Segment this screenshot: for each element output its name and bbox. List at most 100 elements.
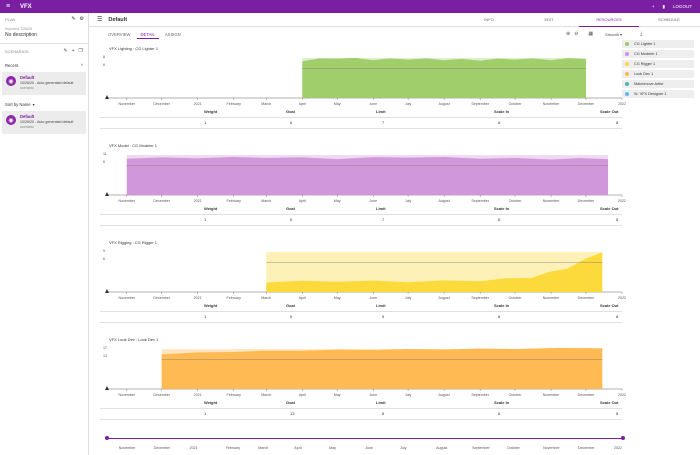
x-tick-label: 2021 (194, 102, 202, 106)
x-tick-label: May (334, 296, 341, 300)
stats-header: Limit (376, 303, 386, 308)
series-area (302, 57, 586, 98)
stats-value[interactable]: 8 (616, 411, 619, 416)
view-tab-detail[interactable]: DETAIL (136, 31, 159, 39)
scenario-card[interactable]: ◉ Default 10/26/20 - Auto generated defa… (2, 111, 86, 134)
timeline-tick-label: November (118, 446, 136, 450)
stats-value[interactable]: 5 (382, 314, 385, 319)
smooth-select[interactable]: Smooth ▾ (605, 31, 623, 37)
x-tick-label: December (153, 393, 170, 397)
scenario-card[interactable]: ◉ Default 10/26/20 - Auto generated defa… (2, 72, 86, 95)
x-tick-label: December (153, 102, 170, 106)
stats-value[interactable]: 8 (498, 411, 501, 416)
x-tick-label: 2021 (194, 296, 202, 300)
legend-item[interactable]: Look Dev 1 (622, 70, 694, 78)
stats-value[interactable]: 8 (382, 411, 385, 416)
edit-scenario-icon[interactable]: ✎ (63, 48, 68, 54)
chart-plot: 9 6 November December 2021 February March April… (103, 249, 626, 300)
scenario-title: Default (108, 16, 128, 23)
stats-value[interactable]: 8 (616, 120, 619, 125)
resource-chart: VFX Model : CG Modeler 1 11 6 November Decem… (100, 143, 626, 233)
zoom-out-icon[interactable]: ⊖ (574, 31, 579, 37)
copy-icon[interactable]: ❐ (78, 48, 83, 54)
x-tick-label: 2022 (618, 393, 626, 397)
stats-header: Scale In (494, 109, 510, 114)
legend-item[interactable]: CG Rigger 1 (622, 60, 694, 68)
view-tab-overview[interactable]: OVERVIEW (108, 32, 131, 37)
stats-value: 1 (204, 120, 207, 125)
stats-value[interactable]: 7 (382, 120, 385, 125)
stats-value[interactable]: 8 (616, 217, 619, 222)
plan-sidebar: PLAN ✎ ⚙ Imported 7/26/20 No description… (0, 13, 89, 455)
download-icon[interactable]: ⤓ (640, 31, 643, 37)
stats-value[interactable]: 8 (616, 314, 619, 319)
axis-origin-marker (105, 95, 109, 99)
stats-value[interactable]: 5 (290, 314, 293, 319)
zoom-in-icon[interactable]: ⊕ (566, 31, 571, 37)
x-tick-label: June (369, 199, 377, 203)
range-start-handle[interactable] (105, 436, 109, 440)
x-tick-label: March (261, 102, 271, 106)
stats-value[interactable]: 6 (290, 217, 293, 222)
x-tick-label: October (509, 102, 523, 106)
sort-label: Sort by Name (5, 102, 31, 107)
stats-divider (100, 117, 622, 118)
x-tick-label: December (153, 296, 170, 300)
smooth-label: Smooth (605, 31, 619, 37)
chart-title: VFX Model : CG Modeler 1 (109, 143, 158, 148)
add-scenario-icon[interactable]: + (71, 48, 75, 54)
scenario-name: Default (20, 75, 35, 80)
x-tick-label: July (405, 296, 412, 300)
scenario-header: ☰ Default INFO EDIT RESOURCES SCHEDULE (89, 13, 700, 27)
view-tab-assign[interactable]: ASSIGN (164, 32, 181, 37)
scenario-sub: scenario (20, 86, 34, 90)
x-tick-label: September (471, 102, 489, 106)
settings-icon[interactable]: ⚙ (79, 16, 84, 22)
x-tick-label: December (578, 296, 595, 300)
range-end-handle[interactable] (621, 436, 625, 440)
legend-item[interactable]: Sr. VFX Designer 1 (622, 90, 694, 98)
stats-value[interactable]: 13 (290, 411, 295, 416)
stats-header: Limit (376, 109, 386, 114)
x-tick-label: December (578, 393, 595, 397)
legend-item[interactable]: Matchmove Artist (622, 80, 694, 88)
edit-icon[interactable]: ✎ (71, 16, 76, 22)
x-tick-label: October (509, 296, 523, 300)
add-icon[interactable]: + (651, 4, 655, 9)
stats-value[interactable]: 8 (498, 314, 501, 319)
chevron-up-icon[interactable]: ^ (81, 63, 83, 68)
legend-item[interactable]: CG Lighter 1 (622, 40, 694, 48)
tab-resources[interactable]: RESOURCES (579, 13, 639, 27)
stats-header: Goal (286, 400, 295, 405)
sort-dropdown[interactable]: Sort by Name ▾ (5, 102, 83, 107)
toggle-sidebar-icon[interactable]: ☰ (97, 17, 103, 23)
timeline-tick-label: September (472, 446, 490, 450)
timeline-tick-label: February (225, 446, 241, 450)
legend-label: Look Dev 1 (634, 72, 654, 76)
scenario-sub: scenario (20, 125, 34, 129)
stats-value[interactable]: 8 (498, 217, 501, 222)
tab-schedule[interactable]: SCHEDULE (658, 17, 680, 22)
legend-color-icon (625, 92, 629, 96)
chart-plot: 17 13 November December 2021 February March Apr… (103, 346, 626, 397)
series-area (126, 157, 609, 195)
stats-divider (100, 225, 622, 226)
stats-value[interactable]: 6 (290, 120, 293, 125)
y-tick-label: 6 (103, 63, 105, 67)
x-tick-label: September (471, 296, 489, 300)
stats-value[interactable]: 8 (498, 120, 501, 125)
menu-icon[interactable]: ≡ (6, 3, 11, 10)
legend-item[interactable]: CG Modeler 1 (622, 50, 694, 58)
timeline-tick-label: December (153, 446, 171, 450)
logout-button[interactable]: LOGOUT (672, 4, 692, 9)
scenario-name: Default (20, 114, 35, 119)
calendar-icon[interactable]: ▦ (588, 31, 594, 37)
tab-info[interactable]: INFO (484, 17, 494, 22)
x-tick-label: August (439, 102, 450, 106)
x-tick-label: 2022 (618, 199, 626, 203)
file-icon[interactable]: ▮ (662, 3, 665, 9)
tab-edit[interactable]: EDIT (544, 17, 554, 22)
resource-chart: VFX Lighting : CG Lighter 1 8 6 November Dec… (100, 46, 626, 136)
stats-value[interactable]: 7 (382, 217, 385, 222)
timeline-range-slider[interactable] (105, 436, 625, 440)
